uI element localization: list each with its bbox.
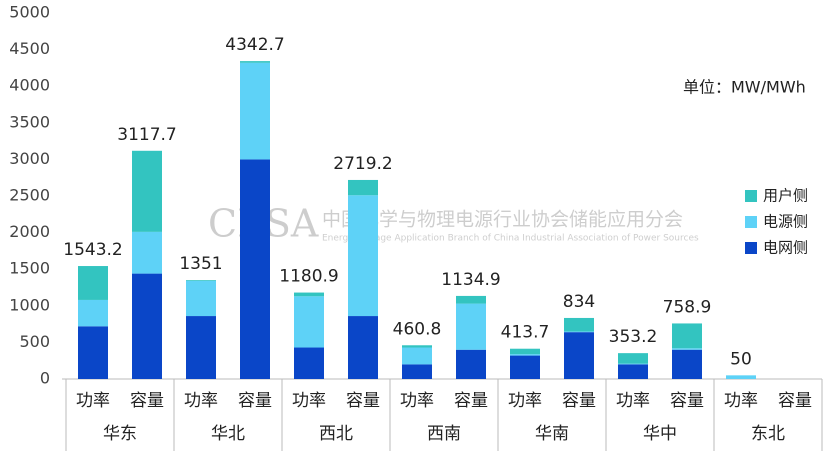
total-label: 4342.7 xyxy=(225,35,284,55)
bar-segment xyxy=(132,150,162,232)
legend-label: 电网侧 xyxy=(763,239,808,257)
bar-segment xyxy=(402,345,432,348)
total-label: 1543.2 xyxy=(63,240,122,260)
bar-segment xyxy=(456,349,486,379)
legend-swatch xyxy=(745,190,757,202)
bar-segment xyxy=(186,316,216,379)
bar-segment xyxy=(132,273,162,379)
x-tick-label: 容量 xyxy=(670,391,704,411)
y-tick-label: 5000 xyxy=(9,3,50,22)
bar-segment xyxy=(240,159,270,379)
legend-label: 用户侧 xyxy=(763,187,808,205)
total-label: 3117.7 xyxy=(117,125,176,145)
bar-segment xyxy=(78,326,108,379)
bar-segment xyxy=(618,363,648,365)
bar-segment xyxy=(294,347,324,379)
x-tick-label: 功率 xyxy=(184,391,218,411)
x-tick-label: 容量 xyxy=(346,391,380,411)
bar-segment xyxy=(456,295,486,304)
group-label: 华北 xyxy=(211,424,245,444)
bar-segment xyxy=(564,331,594,333)
bar-segment xyxy=(618,364,648,379)
x-tick-label: 容量 xyxy=(454,391,488,411)
bar-segment xyxy=(132,231,162,274)
unit-note: 单位：MW/MWh xyxy=(683,78,806,97)
bar-segment xyxy=(510,348,540,355)
group-label: 东北 xyxy=(751,424,785,444)
x-tick-label: 功率 xyxy=(616,391,650,411)
group-label: 华东 xyxy=(103,424,137,444)
total-label: 460.8 xyxy=(393,319,442,339)
total-label: 1180.9 xyxy=(279,267,338,287)
legend-swatch xyxy=(745,242,757,254)
y-tick-label: 4500 xyxy=(9,39,50,58)
x-tick-label: 容量 xyxy=(238,391,272,411)
bar-segment xyxy=(78,266,108,300)
total-label: 353.2 xyxy=(609,327,658,347)
bar-segment xyxy=(402,364,432,379)
bar-segment xyxy=(456,303,486,350)
y-tick-label: 1000 xyxy=(9,295,50,314)
total-label: 834 xyxy=(563,292,595,312)
bar-segment xyxy=(186,280,216,281)
x-tick-label: 功率 xyxy=(508,391,542,411)
bar-segment xyxy=(618,353,648,364)
bar-segment xyxy=(348,179,378,196)
y-tick-label: 1500 xyxy=(9,259,50,278)
y-tick-label: 0 xyxy=(40,369,50,388)
bar-segment xyxy=(672,323,702,349)
bar-segment xyxy=(348,316,378,379)
y-tick-label: 2000 xyxy=(9,222,50,241)
bar-segment xyxy=(294,292,324,297)
bar-segment xyxy=(510,354,540,356)
y-tick-label: 2500 xyxy=(9,186,50,205)
y-tick-label: 4000 xyxy=(9,76,50,95)
total-label: 758.9 xyxy=(663,297,712,317)
watermark: CESA 中国化学与物理电源行业协会储能应用分会 Energy Storage … xyxy=(208,202,699,246)
bar-segment xyxy=(240,62,270,160)
x-tick-label: 功率 xyxy=(292,391,326,411)
y-tick-label: 3500 xyxy=(9,112,50,131)
x-tick-label: 容量 xyxy=(778,391,812,411)
x-tick-label: 容量 xyxy=(130,391,164,411)
bar-segment xyxy=(240,61,270,63)
y-tick-label: 3000 xyxy=(9,149,50,168)
bar-segment xyxy=(186,280,216,317)
total-label: 2719.2 xyxy=(333,154,392,174)
group-label: 华南 xyxy=(535,424,569,444)
watermark-cn: 中国化学与物理电源行业协会储能应用分会 xyxy=(322,209,683,231)
x-tick-label: 功率 xyxy=(724,391,758,411)
y-tick-label: 500 xyxy=(19,332,50,351)
bar-segment xyxy=(672,348,702,350)
bar-segment xyxy=(726,375,756,379)
bar-segment xyxy=(564,332,594,379)
x-tick-label: 功率 xyxy=(76,391,110,411)
watermark-en: Energy Storage Application Branch of Chi… xyxy=(322,234,699,244)
group-label: 华中 xyxy=(643,424,677,444)
total-label: 1134.9 xyxy=(441,270,500,290)
total-label: 1351 xyxy=(179,254,222,274)
group-label: 西南 xyxy=(427,424,461,444)
bar-segment xyxy=(348,195,378,317)
legend-label: 电源侧 xyxy=(763,213,808,231)
x-tick-label: 容量 xyxy=(562,391,596,411)
bar-segment xyxy=(564,317,594,332)
x-tick-label: 功率 xyxy=(400,391,434,411)
total-label: 413.7 xyxy=(501,323,550,343)
bar-segment xyxy=(672,349,702,379)
bar-segment xyxy=(294,296,324,348)
bar-segment xyxy=(78,299,108,327)
legend-swatch xyxy=(745,216,757,228)
bar-segment xyxy=(510,355,540,379)
group-label: 西北 xyxy=(319,424,353,444)
total-label: 50 xyxy=(730,349,752,369)
bar-segment xyxy=(402,347,432,365)
